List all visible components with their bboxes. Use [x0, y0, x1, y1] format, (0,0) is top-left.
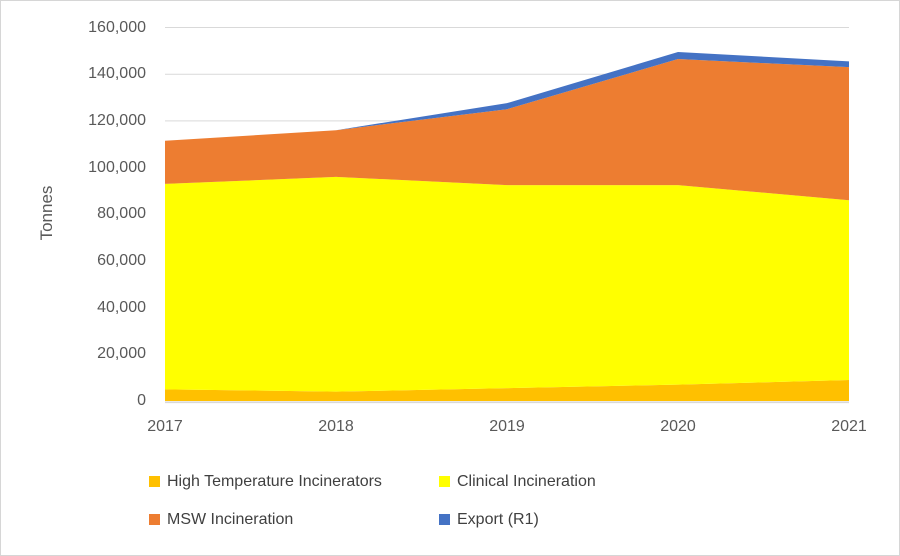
legend-item-high-temperature-incinerators: High Temperature Incinerators [149, 472, 382, 491]
x-tick-label-2018: 2018 [318, 418, 354, 435]
legend-label: Clinical Incineration [457, 473, 596, 490]
legend-label: MSW Incineration [167, 511, 294, 528]
y-tick-label-100-000: 100,000 [88, 158, 146, 176]
area-msw-incineration [165, 59, 849, 201]
legend-item-export-r1: Export (R1) [439, 510, 539, 529]
legend-swatch-high-temperature-incinerators [149, 476, 160, 487]
y-tick-label-60-000: 60,000 [97, 251, 146, 269]
y-tick-label-20-000: 20,000 [97, 345, 146, 363]
legend-item-clinical-incineration: Clinical Incineration [439, 472, 596, 491]
area-high-temperature-incinerators [165, 379, 849, 401]
y-tick-label-80-000: 80,000 [97, 205, 146, 223]
legend-swatch-export-r1 [439, 514, 450, 525]
y-tick-label-140-000: 140,000 [88, 65, 146, 83]
legend-label: High Temperature Incinerators [167, 473, 382, 490]
legend-label: Export (R1) [457, 511, 539, 528]
y-axis-title: Tonnes [37, 185, 56, 241]
legend-swatch-clinical-incineration [439, 476, 450, 487]
y-tick-label-0: 0 [137, 392, 146, 409]
x-tick-label-2020: 2020 [660, 418, 696, 435]
x-tick-label-2019: 2019 [489, 418, 525, 435]
y-tick-label-160-000: 160,000 [88, 18, 146, 36]
x-tick-label-2021: 2021 [831, 418, 867, 435]
y-tick-label-120-000: 120,000 [88, 111, 146, 129]
x-tick-label-2017: 2017 [147, 418, 183, 435]
legend-item-msw-incineration: MSW Incineration [149, 510, 293, 529]
area-clinical-incineration [165, 176, 849, 392]
y-tick-label-40-000: 40,000 [97, 298, 146, 316]
legend-swatch-msw-incineration [149, 514, 160, 525]
area-export-r1 [165, 52, 849, 141]
